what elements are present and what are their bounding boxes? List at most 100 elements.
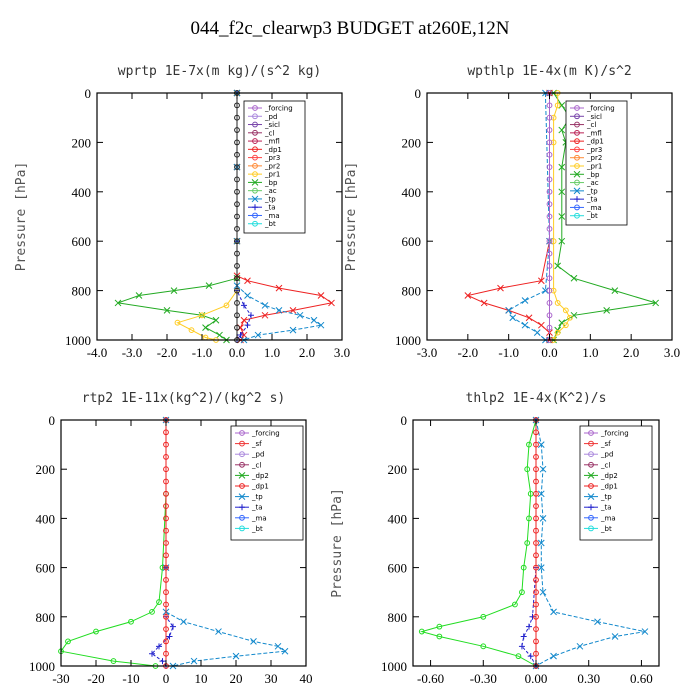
data-point: [163, 613, 169, 620]
legend-marker: [251, 179, 259, 186]
data-point: [215, 628, 222, 635]
data-point: [163, 515, 169, 522]
data-point: [163, 527, 169, 534]
x-tick-label: -2.0: [458, 345, 479, 360]
data-point: [149, 650, 155, 657]
data-point: [166, 633, 173, 640]
legend-marker: [588, 525, 594, 532]
legend-label: _ta: [600, 504, 612, 512]
data-point: [546, 213, 553, 220]
data-point: [163, 650, 169, 657]
y-tick-label: 400: [388, 511, 408, 526]
data-point: [234, 312, 240, 319]
x-tick-label: 20: [230, 671, 243, 686]
legend-label: _ac: [586, 179, 599, 187]
y-tick-label: 600: [72, 234, 92, 249]
data-point: [237, 332, 244, 339]
data-point: [533, 552, 539, 559]
data-point: [558, 126, 566, 134]
data-point: [114, 299, 122, 307]
legend-label: _ta: [586, 196, 598, 204]
data-point: [261, 311, 269, 319]
data-point: [533, 515, 539, 522]
data-point: [533, 466, 539, 473]
legend-marker: [588, 514, 594, 521]
data-point: [515, 653, 522, 660]
data-point: [163, 478, 169, 485]
legend: _forcing _sf _pd _cl _dp2 _dp1 _tp _ta _ma _bt: [230, 425, 304, 541]
data-point: [289, 326, 297, 334]
data-point: [212, 316, 220, 324]
x-tick-label: 3.0: [334, 345, 350, 360]
data-point: [533, 454, 539, 460]
legend-label: _forcing: [264, 105, 293, 113]
y-tick-label: 1000: [395, 333, 421, 348]
legend-label: _sf: [600, 440, 611, 448]
data-point: [529, 613, 536, 620]
chart-panel-4: thlp2 1E-4x(K^2)/s Pressure [hPa] -0.60 -0.…: [330, 391, 660, 686]
data-point: [328, 299, 335, 307]
data-point: [533, 613, 539, 620]
data-point: [274, 642, 282, 650]
x-tick-label: -10: [122, 671, 139, 686]
legend-marker: [588, 483, 594, 489]
x-tick-label: -3.0: [417, 345, 438, 360]
legend-label: _tp: [600, 493, 612, 501]
data-point: [199, 312, 205, 319]
data-point: [512, 601, 518, 608]
data-point: [234, 250, 240, 257]
data-point: [546, 151, 553, 158]
data-point: [558, 188, 566, 196]
legend-label: _tp: [251, 493, 263, 501]
x-tick-label: 0.00: [525, 671, 548, 686]
legend-marker: [574, 105, 580, 111]
data-point: [310, 316, 318, 324]
data-point: [464, 292, 472, 299]
legend-marker: [252, 146, 258, 153]
legend-label: _ta: [251, 504, 263, 512]
x-tick-label: -0.60: [417, 671, 444, 686]
legend-marker: [238, 493, 246, 500]
data-point: [537, 321, 545, 329]
data-point: [533, 601, 539, 608]
data-point: [190, 657, 198, 665]
data-point: [537, 490, 545, 498]
legend-marker: [239, 430, 245, 436]
data-point: [550, 114, 557, 121]
y-tick-label: 1000: [65, 333, 91, 348]
data-point: [533, 329, 541, 336]
x-tick-label: 3.0: [664, 345, 680, 360]
data-point: [418, 628, 425, 635]
x-tick-label: -1.0: [498, 345, 519, 360]
data-point: [188, 327, 195, 334]
legend-label: _pr2: [264, 162, 280, 170]
data-point: [248, 312, 254, 319]
data-point: [562, 307, 569, 314]
data-point: [436, 623, 443, 630]
legend-label: _pd: [600, 451, 613, 459]
chart-title: thlp2 1E-4x(K^2)/s: [466, 391, 607, 406]
data-point: [234, 201, 240, 208]
legend-marker: [251, 195, 259, 203]
y-tick-label: 800: [388, 610, 408, 625]
data-point: [558, 213, 566, 220]
data-point: [546, 238, 553, 245]
data-point: [533, 503, 539, 510]
data-point: [296, 311, 304, 319]
x-tick-label: -20: [87, 671, 104, 686]
y-tick-label: 0: [401, 413, 408, 428]
legend-label: _sicl: [264, 121, 280, 129]
x-tick-label: 0: [163, 671, 170, 686]
data-point: [652, 299, 660, 307]
data-point: [163, 564, 169, 571]
legend-label: _mfl: [586, 129, 602, 137]
data-point: [537, 441, 545, 448]
data-point: [232, 652, 240, 660]
data-point: [234, 127, 240, 133]
x-tick-label: 10: [195, 671, 208, 686]
legend-marker: [252, 171, 258, 178]
data-point: [317, 321, 325, 329]
data-point: [480, 613, 487, 620]
legend-marker: [588, 461, 594, 468]
legend-label: _ma: [586, 204, 602, 212]
